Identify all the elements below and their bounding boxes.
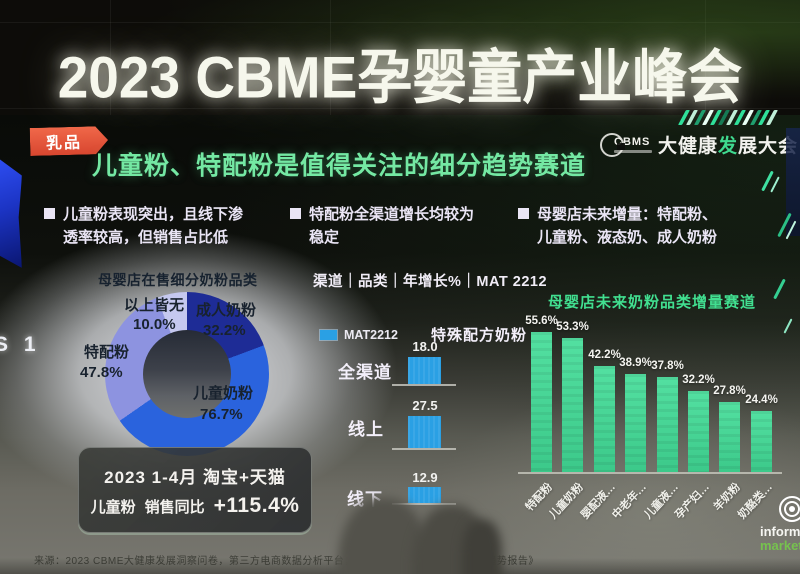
slide: 乳品 儿童粉、特配粉是值得关注的细分趋势赛道 CBMS 大健康发展大会 儿童粉表… <box>0 115 800 574</box>
mid-bar <box>408 357 441 384</box>
donut-chart-title: 母婴店在售细分奶粉品类 <box>98 272 258 288</box>
donut-label: 特配粉 <box>84 344 130 361</box>
donut-value: 76.7% <box>200 406 243 423</box>
stat-box: 2023 1-4月 淘宝+天猫 儿童粉 销售同比 +115.4% <box>78 447 312 533</box>
audience-silhouette <box>462 520 502 574</box>
right-bar <box>657 377 678 472</box>
mid-bar <box>408 416 441 448</box>
cbms-wordmark: CBMS <box>614 135 651 148</box>
mid-value-label: 12.9 <box>412 470 438 485</box>
right-bar <box>594 366 615 472</box>
donut-hole <box>143 330 231 418</box>
cbms-logo: CBMS 大健康发展大会 <box>600 131 798 158</box>
legend-series: 特殊配方奶粉 <box>430 327 527 344</box>
right-category-label: 儿童奶粉 <box>546 481 586 522</box>
donut-ring <box>105 292 269 456</box>
right-value-label: 38.9% <box>619 357 652 369</box>
right-value-label: 32.2% <box>682 374 715 386</box>
mid-category-label: 全渠道 <box>338 363 392 382</box>
markets-text: markets <box>760 537 800 553</box>
donut-value: 32.2% <box>203 322 246 339</box>
informa-markets-logo: informa markets <box>752 496 800 552</box>
bullet-text: 母婴店未来增量：特配粉、儿童粉、液态奶、成人奶粉 <box>537 206 718 247</box>
mid-bar-baseline <box>392 448 456 450</box>
bullet-square-icon <box>290 208 301 219</box>
right-category-label: 儿童液… <box>641 481 681 522</box>
right-bar <box>625 374 646 472</box>
mid-bar-baseline <box>392 384 456 386</box>
informa-rings-icon <box>779 496 800 522</box>
right-category-label: 孕产妇… <box>672 481 712 522</box>
right-bar <box>562 338 583 472</box>
donut-value: 47.8% <box>80 364 123 381</box>
bullet-item: 儿童粉表现突出，且线下渗透率较高，但销售占比低 <box>44 203 250 250</box>
right-bar <box>688 391 709 472</box>
legend-swatch-icon <box>319 328 338 341</box>
mid-value-label: 27.5 <box>412 398 438 413</box>
event-banner-title: 2023 CBME孕婴童产业峰会 <box>57 44 743 111</box>
legend-name: MAT2212 <box>344 327 398 342</box>
stat-period: 2023 1-4月 淘宝+天猫 <box>104 467 286 487</box>
bullet-item: 特配粉全渠道增长均较为稳定 <box>290 203 480 250</box>
bullet-item: 母婴店未来增量：特配粉、儿童粉、液态奶、成人奶粉 <box>518 203 726 250</box>
mid-chart-legend: MAT2212 特殊配方奶粉 <box>319 324 527 345</box>
mid-bar <box>408 487 441 503</box>
right-chart-title: 母婴店未来奶粉品类增量赛道 <box>548 294 757 311</box>
right-category-label: 特配粉 <box>523 481 555 514</box>
right-chart-baseline <box>518 472 782 474</box>
mid-category-label: 线上 <box>348 420 384 439</box>
stage-wall: 2023 CBME孕婴童产业峰会 <box>0 0 800 115</box>
cbms-c-icon <box>600 132 625 157</box>
right-category-label: 中老年… <box>609 481 649 522</box>
right-value-label: 53.3% <box>556 321 589 333</box>
side-screen-text: S 1 <box>0 333 41 356</box>
right-value-label: 24.4% <box>745 394 778 406</box>
stat-value: +115.4% <box>213 493 300 517</box>
right-value-label: 37.8% <box>651 360 684 372</box>
donut-label: 以上皆无 <box>124 297 185 314</box>
cbms-logo-text: 大健康发展大会 <box>658 136 799 157</box>
right-value-label: 27.8% <box>713 385 746 397</box>
bullet-text: 特配粉全渠道增长均较为稳定 <box>309 206 475 247</box>
right-bar <box>719 402 740 472</box>
donut-value: 10.0% <box>133 316 176 333</box>
right-edge-panel <box>786 128 800 236</box>
bullet-square-icon <box>44 208 55 219</box>
slide-title: 儿童粉、特配粉是值得关注的细分趋势赛道 <box>92 152 587 180</box>
bullet-square-icon <box>518 208 529 219</box>
deco-stripes <box>678 110 778 125</box>
bullet-text: 儿童粉表现突出，且线下渗透率较高，但销售占比低 <box>63 206 244 247</box>
stat-label: 儿童粉 <box>90 498 136 516</box>
key-points: 儿童粉表现突出，且线下渗透率较高，但销售占比低 特配粉全渠道增长均较为稳定 母婴… <box>0 203 800 263</box>
right-bar <box>751 411 772 472</box>
right-bar <box>531 332 552 472</box>
right-category-label: 羊奶粉 <box>711 481 743 514</box>
source-note: 来源：2023 CBME大健康发展洞察问卷，第三方电商数据分析平台，《婴幼儿配方… <box>34 552 539 567</box>
informa-text: informa <box>760 524 800 539</box>
right-category-label: 婴配液… <box>578 481 618 522</box>
mid-chart-header: 渠道｜品类｜年增长%｜MAT 2212 <box>313 274 548 290</box>
side-screen-blue-shape <box>0 158 22 268</box>
stat-metric: 销售同比 <box>144 498 205 516</box>
donut-label: 儿童奶粉 <box>193 385 254 402</box>
donut-label: 成人奶粉 <box>196 302 257 319</box>
right-value-label: 42.2% <box>588 349 621 361</box>
wall-panel-line <box>0 22 800 23</box>
